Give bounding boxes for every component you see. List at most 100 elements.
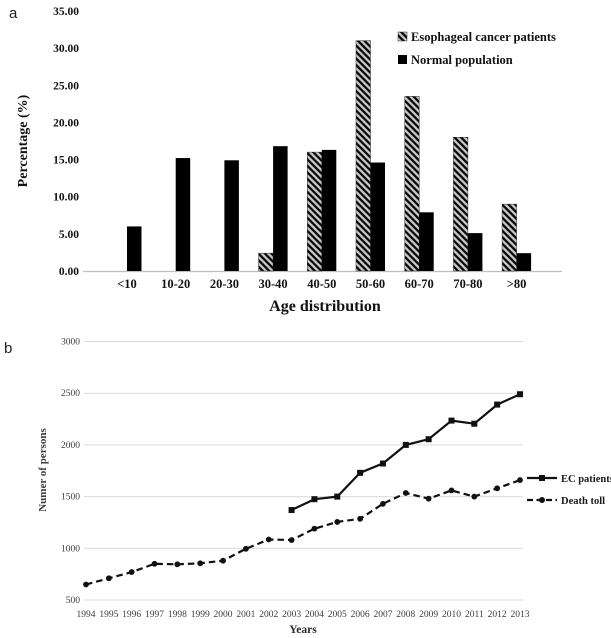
ec-patients-point-2012 [494, 401, 501, 408]
y-tick-label: 30.00 [53, 43, 79, 55]
x-tick-label: 20-30 [210, 277, 239, 291]
death-toll-point-2011 [471, 493, 478, 500]
bar-normal-50-60 [370, 162, 385, 271]
death-toll-point-1999 [197, 560, 204, 567]
x-tick-label: 2005 [328, 610, 347, 620]
ec-patients-point-2007 [379, 460, 386, 467]
legend-square-marker-icon [539, 475, 545, 481]
y-axis-title: Percentage (%) [16, 94, 31, 187]
death-toll-point-1994 [83, 581, 89, 588]
x-tick-label: 2000 [214, 610, 233, 620]
death-toll-point-2009 [425, 495, 432, 502]
x-tick-label: 2007 [373, 610, 392, 620]
ec-patients-point-2008 [402, 441, 409, 448]
y-tick-label: 1000 [61, 544, 80, 554]
death-toll-point-2012 [494, 485, 501, 492]
x-tick-label: 2003 [282, 610, 301, 620]
x-tick-label: 2004 [305, 610, 324, 620]
x-tick-label: 2002 [259, 610, 278, 620]
bar-esophageal-70-80 [453, 137, 469, 272]
x-tick-label: 2013 [511, 610, 530, 620]
x-tick-label: 10-20 [161, 277, 190, 291]
bar-esophageal-60-70 [404, 96, 420, 272]
x-tick-label: 2010 [442, 610, 461, 620]
ec-patients-point-2013 [517, 391, 523, 398]
death-toll-line [85, 479, 521, 586]
x-tick-label: 50-60 [356, 277, 385, 291]
bar-normal-20-30 [224, 160, 239, 271]
bar-normal-<10 [127, 226, 142, 271]
legend-swatch-solid-icon [398, 55, 407, 64]
death-toll-point-2001 [242, 545, 249, 552]
y-tick-label: 25.00 [53, 80, 79, 92]
bar-normal->80 [516, 253, 532, 271]
bar-normal-10-20 [175, 158, 191, 271]
x-tick-label: 2012 [488, 610, 507, 620]
x-tick-label: 2009 [419, 610, 438, 620]
line-chart-yearly-trend: 500 1000 1500 2000 2500 3000 Numer of persons 1… [37, 338, 611, 637]
panel-b-label: b [4, 340, 13, 357]
ec-patients-point-2009 [425, 436, 432, 443]
x-tick-label: 1997 [145, 610, 164, 620]
x-tick-label: 1999 [191, 610, 210, 620]
x-tick-label: 70-80 [453, 277, 482, 291]
y-axis-tick-labels: 0.00 5.00 10.00 15.00 20.00 25.00 30.00 35.00 [53, 6, 79, 278]
death-toll-point-2010 [448, 487, 455, 494]
y-tick-label: 2000 [61, 441, 80, 451]
legend-label-esophageal: Esophageal cancer patients [411, 30, 556, 44]
ec-patients-point-2011 [471, 420, 478, 427]
panel-a-label: a [9, 5, 18, 22]
x-tick-label: 60-70 [405, 277, 434, 291]
y-tick-label: 15.00 [53, 155, 79, 167]
x-tick-label: 2011 [465, 610, 484, 620]
x-tick-label: 30-40 [259, 277, 288, 291]
death-toll-point-2002 [265, 536, 272, 543]
bar-esophageal-50-60 [355, 40, 371, 272]
x-tick-label: 2008 [396, 610, 415, 620]
x-tick-label: 1995 [99, 610, 118, 620]
x-tick-label: >80 [507, 277, 527, 291]
death-toll-point-1998 [174, 561, 181, 568]
death-toll-point-2004 [311, 525, 318, 532]
y-tick-label: 5.00 [59, 229, 79, 241]
y-tick-label: 2500 [61, 389, 80, 399]
bar-normal-30-40 [273, 146, 288, 271]
death-toll-point-1997 [151, 560, 158, 567]
x-axis-title: Years [289, 624, 317, 636]
x-tick-label: 1996 [122, 610, 141, 620]
ec-patients-point-2005 [334, 493, 341, 500]
y-tick-label: 0.00 [59, 266, 79, 278]
legend-label-ec-patients: EC patients [561, 474, 611, 485]
death-toll-point-1995 [105, 575, 112, 582]
x-tick-label: 40-50 [307, 277, 336, 291]
legend-circle-marker-icon [539, 497, 545, 503]
ec-patients-point-2006 [357, 469, 364, 476]
x-tick-label: <10 [117, 277, 137, 291]
x-tick-label: 1998 [168, 610, 187, 620]
death-toll-point-2006 [357, 515, 364, 522]
death-toll-point-2007 [380, 500, 386, 507]
y-tick-label: 1500 [61, 493, 80, 503]
bar-esophageal-30-40 [258, 252, 274, 272]
death-toll-point-2005 [334, 519, 341, 525]
y-tick-label: 35.00 [53, 6, 79, 18]
y-tick-label: 10.00 [53, 192, 79, 204]
bar-esophageal-40-50 [307, 151, 323, 272]
bars-group [127, 40, 532, 272]
gridlines-group [84, 341, 523, 601]
death-toll-point-1996 [128, 569, 135, 575]
ec-patients-point-2003 [288, 507, 295, 514]
bar-normal-60-70 [419, 212, 434, 271]
x-tick-label: 2006 [351, 610, 370, 620]
data-point-markers [83, 391, 523, 588]
death-toll-point-2013 [517, 477, 523, 483]
death-toll-point-2003 [288, 537, 295, 543]
bar-normal-70-80 [467, 233, 483, 271]
ec-patients-point-2004 [311, 496, 318, 503]
x-tick-label: 1994 [77, 610, 96, 620]
y-tick-label: 20.00 [53, 117, 79, 129]
y-axis-title: Numer of persons [37, 428, 49, 512]
x-axis-title: Age distribution [269, 298, 381, 315]
legend-panel-b: EC patients Death toll [527, 474, 611, 507]
